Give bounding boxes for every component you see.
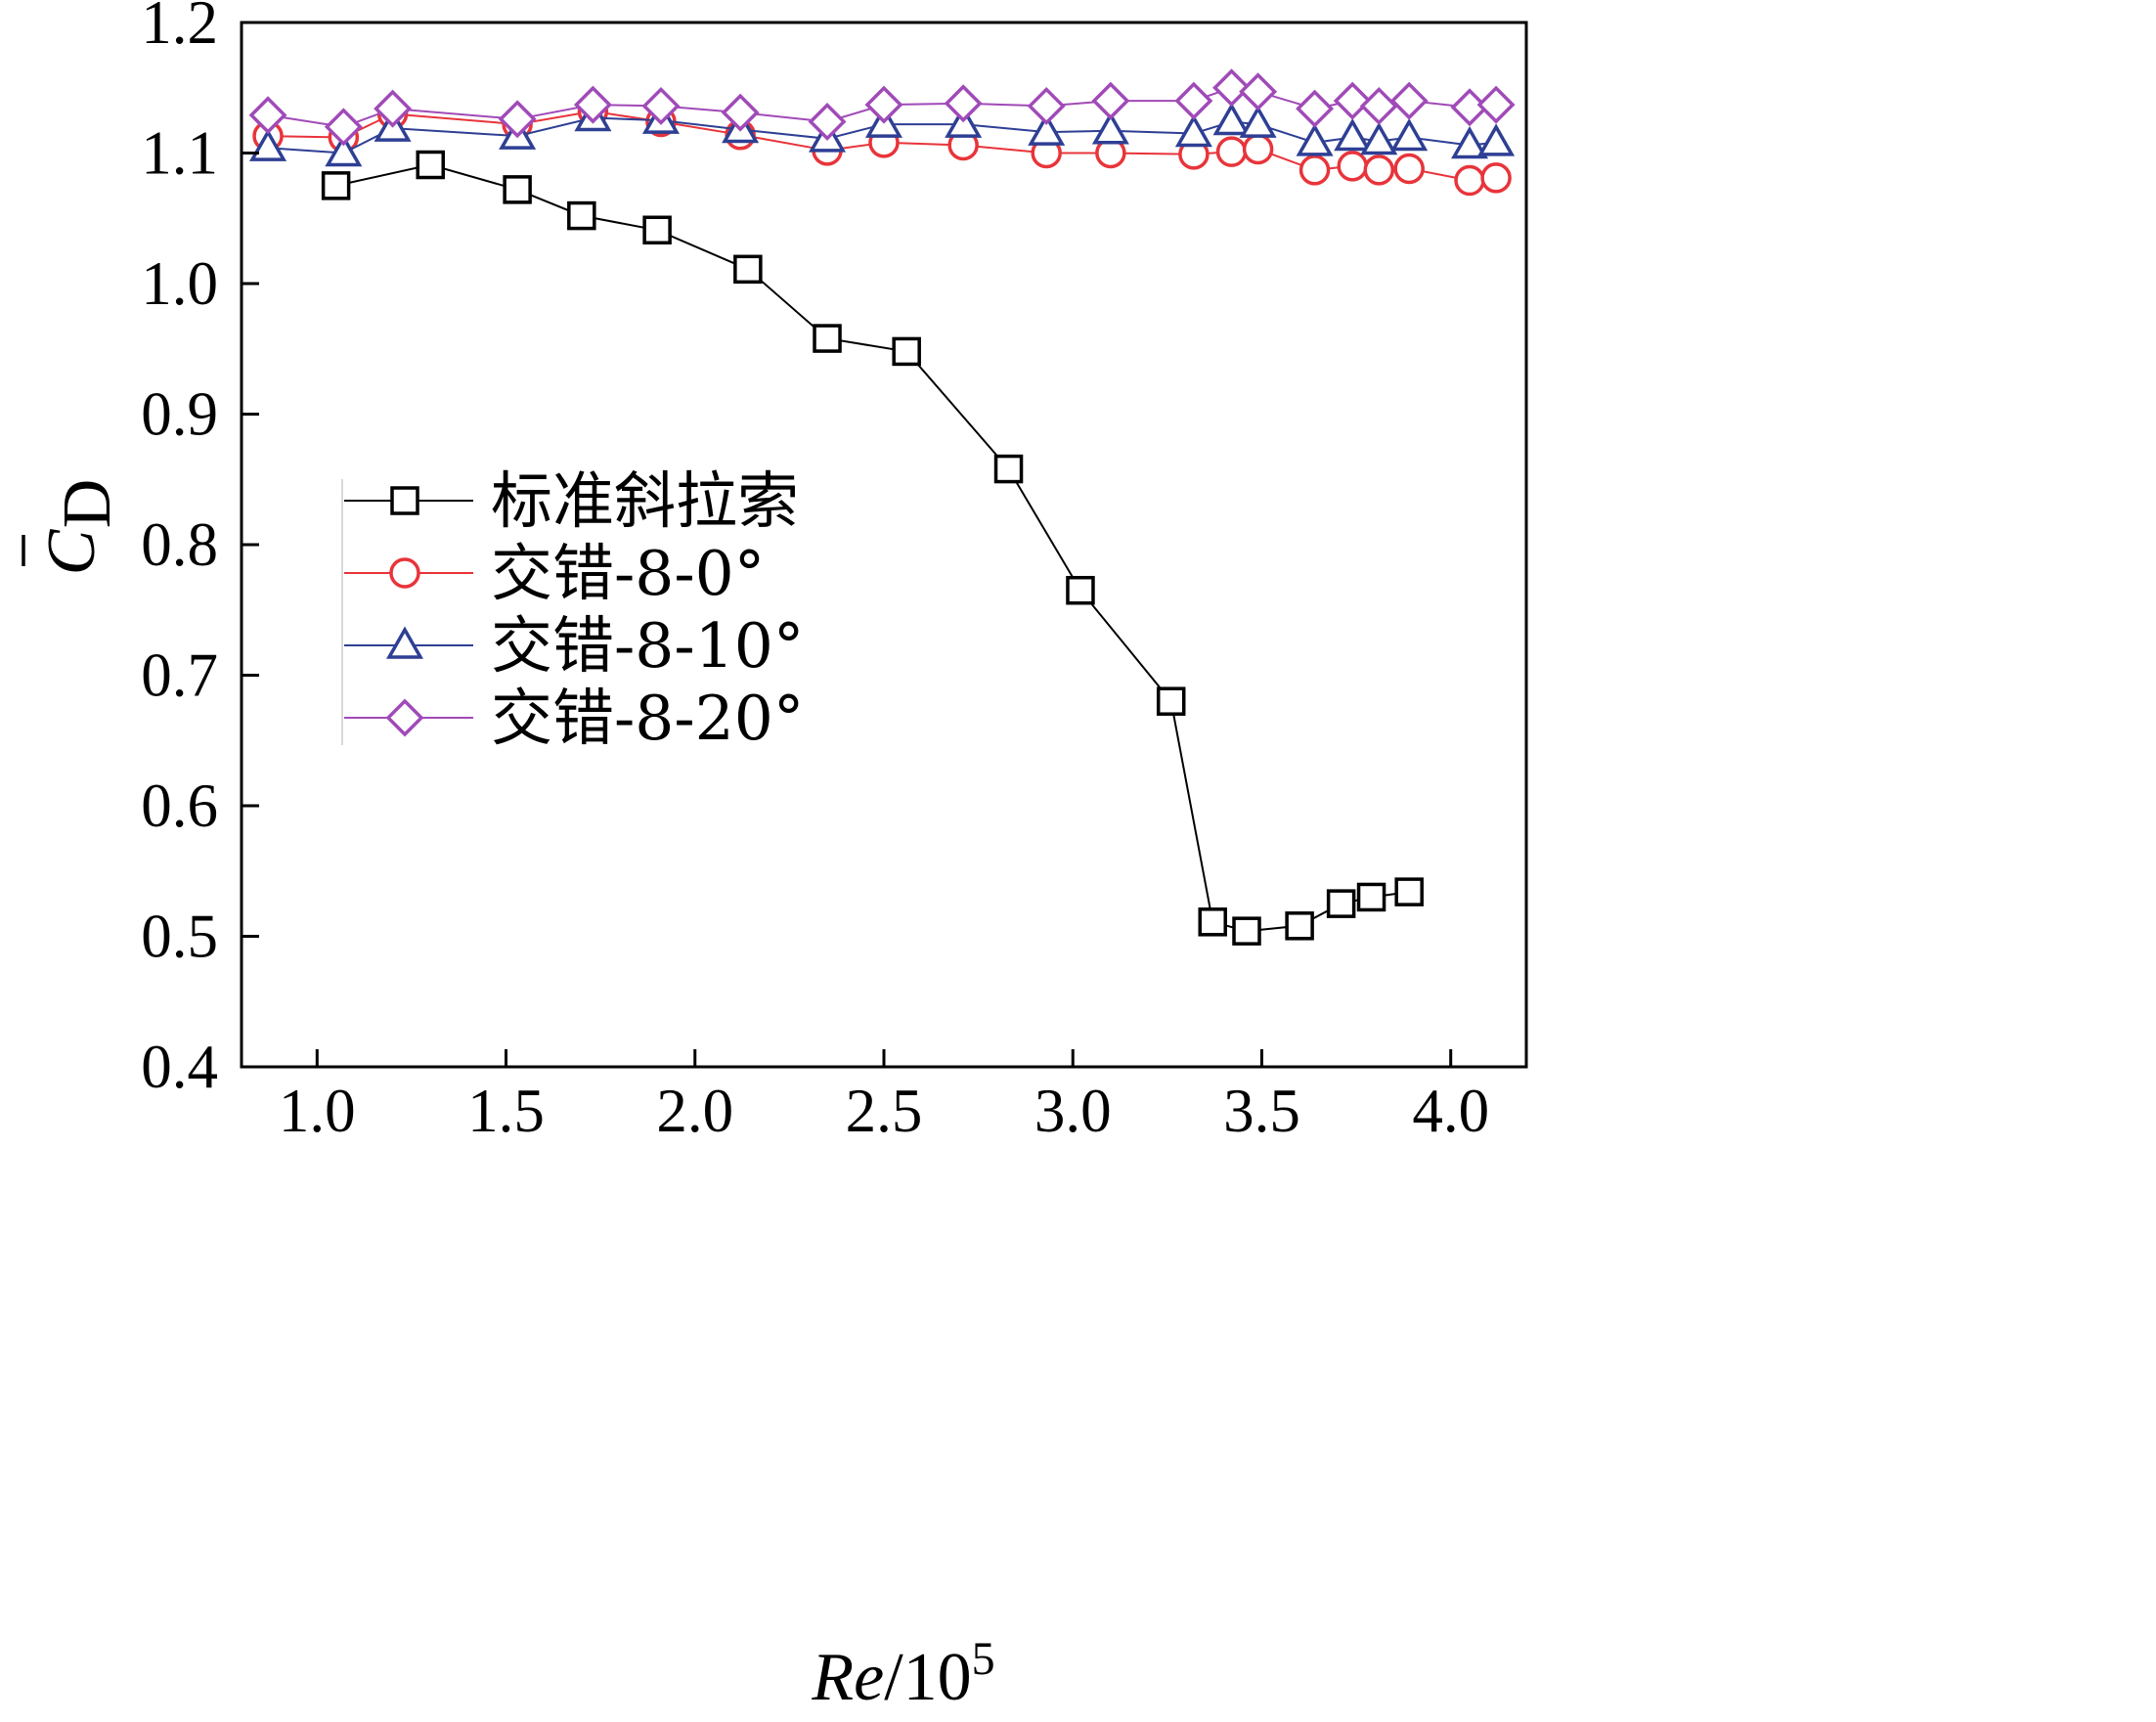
data-point-triangle xyxy=(1390,117,1429,152)
data-point-diamond xyxy=(808,102,847,141)
data-point-square xyxy=(1285,911,1314,941)
legend-item: 交错-8-0° xyxy=(344,538,765,609)
data-point-diamond xyxy=(1239,72,1278,111)
data-point-triangle xyxy=(325,133,363,167)
x-tick-label: 1.5 xyxy=(467,1077,545,1145)
data-point-circle xyxy=(1298,155,1331,186)
data-point-square xyxy=(1326,889,1356,918)
data-point-diamond xyxy=(1174,81,1213,120)
data-point-triangle xyxy=(385,626,424,659)
svg-text:C: C xyxy=(34,528,110,575)
data-point-square xyxy=(642,215,672,245)
data-point-diamond xyxy=(1027,86,1066,125)
data-point-diamond xyxy=(641,86,681,125)
data-point-circle xyxy=(1215,136,1248,167)
data-point-circle xyxy=(1337,151,1368,182)
data-point-triangle xyxy=(1028,112,1066,146)
svg-text:D: D xyxy=(50,479,125,529)
data-point-square xyxy=(892,336,921,367)
data-point-diamond xyxy=(1296,89,1335,128)
x-tick-label: 2.5 xyxy=(846,1077,923,1145)
series-layer xyxy=(248,68,1516,946)
legend-item: 交错-8-20° xyxy=(344,683,804,754)
data-point-diamond xyxy=(248,96,287,135)
data-point-square xyxy=(733,254,763,285)
legend-label: 交错-8-0° xyxy=(491,538,765,609)
x-tick-label: 4.0 xyxy=(1412,1077,1489,1145)
data-point-square xyxy=(503,175,532,204)
y-axis: 0.4 0.5 0.6 0.7 0.8 0.9 1.0 1.1 1.2 xyxy=(141,0,259,1101)
data-point-square xyxy=(1232,916,1261,946)
data-point-circle xyxy=(1393,153,1425,185)
series-diamond xyxy=(248,68,1516,147)
data-point-diamond xyxy=(1359,86,1398,125)
data-point-triangle xyxy=(1174,113,1212,148)
data-point-diamond xyxy=(498,100,537,139)
x-axis-title: Re/105 xyxy=(811,1633,994,1715)
data-point-square xyxy=(321,171,351,200)
data-point-circle xyxy=(1454,164,1485,197)
data-point-triangle xyxy=(1296,123,1334,156)
y-tick-label: 0.8 xyxy=(141,510,218,579)
legend-label: 交错-8-20° xyxy=(491,683,804,754)
data-point-square xyxy=(1394,877,1424,906)
series-square xyxy=(321,150,1424,946)
y-tick-label: 0.5 xyxy=(141,903,218,971)
data-point-triangle xyxy=(1334,117,1372,152)
data-point-square xyxy=(416,150,445,180)
data-point-triangle xyxy=(1212,102,1251,136)
data-point-circle xyxy=(1242,133,1274,165)
x-tick-label: 1.0 xyxy=(279,1077,356,1145)
data-point-diamond xyxy=(944,84,983,123)
data-point-triangle xyxy=(1360,121,1398,155)
data-point-circle xyxy=(1480,162,1512,194)
data-point-triangle xyxy=(1451,125,1489,159)
data-point-square xyxy=(993,454,1024,484)
legend-label: 标准斜拉索 xyxy=(491,465,799,537)
y-tick-label: 0.6 xyxy=(141,772,218,840)
legend-label: 交错-8-10° xyxy=(491,610,804,682)
data-point-diamond xyxy=(1389,81,1429,120)
y-tick-label: 1.1 xyxy=(141,119,218,188)
data-point-diamond xyxy=(324,108,363,147)
data-point-diamond xyxy=(374,89,413,128)
data-point-diamond xyxy=(573,85,612,124)
y-tick-label: 0.4 xyxy=(141,1033,218,1101)
legend-item: 标准斜拉索 xyxy=(344,465,799,537)
x-tick-label: 2.0 xyxy=(656,1077,733,1145)
data-point-square xyxy=(1156,686,1186,716)
y-axis-title: C D xyxy=(22,479,125,575)
data-point-triangle xyxy=(1091,111,1129,145)
data-point-diamond xyxy=(721,93,760,132)
y-tick-label: 1.0 xyxy=(141,249,218,318)
data-point-square xyxy=(567,200,596,231)
data-point-triangle xyxy=(1239,105,1277,138)
y-tick-label: 0.9 xyxy=(141,380,218,449)
data-point-diamond xyxy=(1212,68,1252,108)
y-tick-label: 1.2 xyxy=(141,0,218,57)
data-point-diamond xyxy=(1476,85,1516,124)
data-point-triangle xyxy=(249,128,287,161)
x-axis: 1.0 1.5 2.0 2.5 3.0 3.5 4.0 xyxy=(279,1049,1489,1145)
x-tick-label: 3.0 xyxy=(1034,1077,1112,1145)
x-tick-label: 3.5 xyxy=(1223,1077,1300,1145)
data-point-square xyxy=(1356,882,1386,912)
data-point-square xyxy=(390,486,419,515)
data-point-triangle xyxy=(1477,123,1516,156)
data-point-square xyxy=(1198,907,1227,937)
data-point-diamond xyxy=(864,85,903,124)
data-point-diamond xyxy=(385,698,424,737)
data-point-diamond xyxy=(1091,81,1130,120)
legend-item: 交错-8-10° xyxy=(344,610,804,682)
data-point-diamond xyxy=(1333,81,1372,120)
data-point-circle xyxy=(1363,155,1395,186)
data-point-circle xyxy=(389,557,420,589)
y-tick-label: 0.7 xyxy=(141,641,218,710)
data-point-square xyxy=(1066,575,1095,605)
data-point-square xyxy=(813,324,842,353)
